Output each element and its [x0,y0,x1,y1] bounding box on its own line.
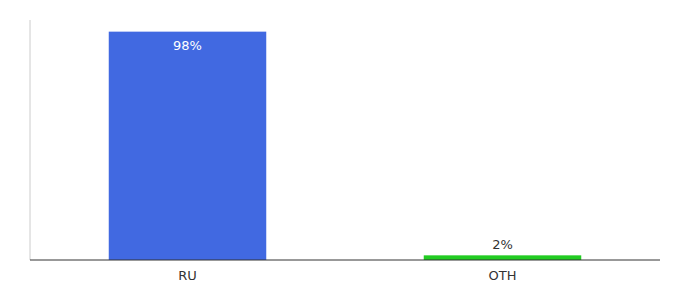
data-label: 98% [173,38,202,53]
data-labels: 98% 2% [173,38,513,253]
bars [109,32,582,260]
data-label: 2% [492,237,513,252]
x-axis-line [30,260,660,261]
y-axis-line [30,20,31,260]
chart-container: 98% 2% RU OTH [0,0,680,300]
bar [109,32,267,260]
x-tick-label: RU [178,268,197,283]
bar [424,255,582,260]
chart: 98% 2% RU OTH [0,0,680,300]
x-tick-label: OTH [489,268,517,283]
